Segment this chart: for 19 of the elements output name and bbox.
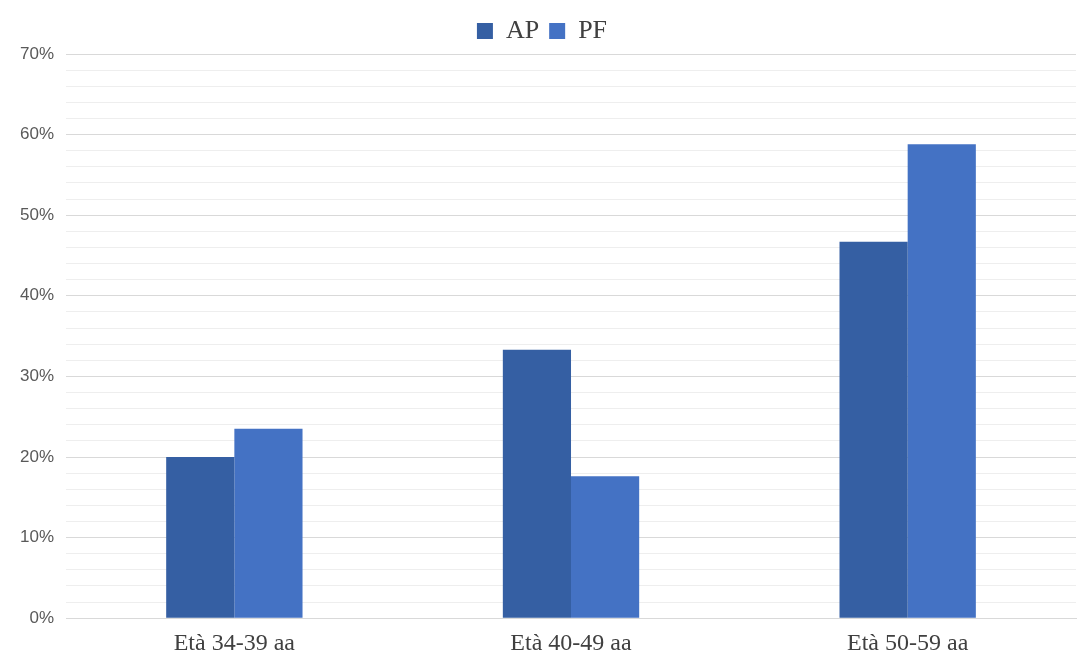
bar <box>166 457 235 618</box>
y-tick-label: 40% <box>19 285 55 305</box>
y-tick-label: 60% <box>19 124 55 144</box>
legend-label: AP <box>505 14 540 44</box>
y-tick-label: 50% <box>19 204 55 224</box>
y-tick-label: 20% <box>19 446 55 466</box>
legend-label: PF <box>578 14 608 44</box>
x-tick-label: Età 34-39 aa <box>173 628 296 655</box>
bar <box>502 349 572 618</box>
y-tick-label: 10% <box>19 527 55 547</box>
bar <box>839 241 908 618</box>
bar <box>571 476 640 618</box>
bar <box>234 428 303 618</box>
y-tick-label: 0% <box>29 607 55 627</box>
x-tick-label: Età 50-59 aa <box>847 628 969 655</box>
x-tick-label: Età 40-49 aa <box>510 628 632 655</box>
y-tick-label: 70% <box>19 43 55 63</box>
bar <box>907 144 976 618</box>
y-tick-label: 30% <box>19 366 55 386</box>
